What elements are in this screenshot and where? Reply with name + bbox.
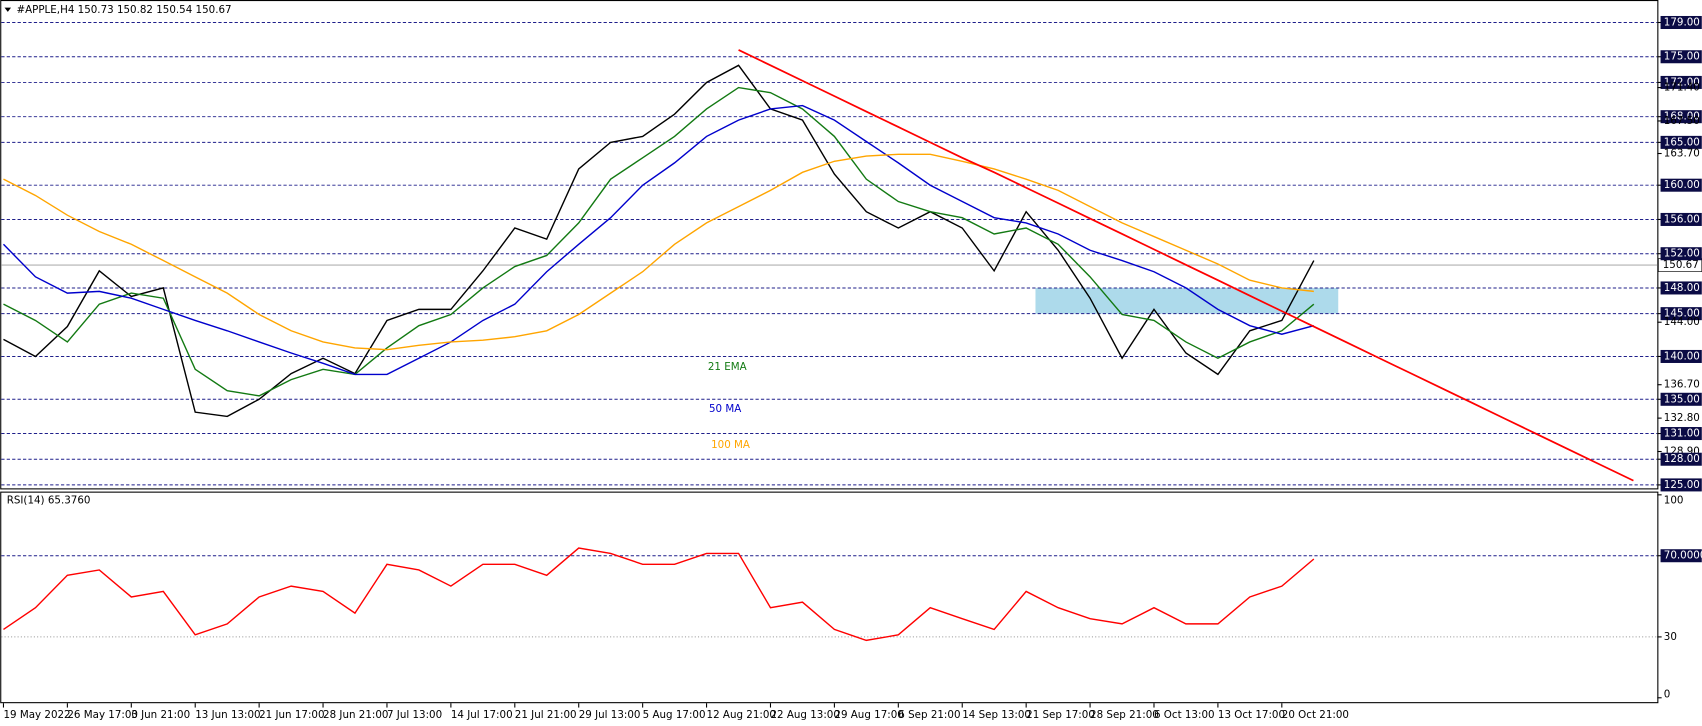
chart-title: #APPLE,H4 150.73 150.82 150.54 150.67 [16, 4, 231, 16]
y-tick-label: 156.00 [1664, 213, 1700, 225]
y-tick-box [1660, 75, 1702, 89]
x-tick-label: 29 Jul 13:00 [579, 709, 641, 721]
y-tick-box [1660, 281, 1702, 295]
x-tick-label: 7 Jul 13:00 [387, 709, 442, 721]
x-tick-label: 28 Jun 21:00 [323, 709, 388, 721]
x-tick-label: 21 Jun 17:00 [259, 709, 324, 721]
y-tick-label: 165.00 [1664, 136, 1700, 148]
y-tick-label: 131.00 [1664, 428, 1700, 440]
x-tick-label: 3 Jun 21:00 [131, 709, 190, 721]
x-tick-label: 28 Sep 21:00 [1090, 709, 1159, 721]
series-label: 50 MA [709, 403, 741, 415]
y-tick-label: 152.00 [1664, 248, 1700, 260]
y-tick-box [1660, 135, 1702, 149]
menu-arrow [4, 7, 12, 12]
x-tick-label: 14 Jul 17:00 [451, 709, 513, 721]
y-tick-label: 136.70 [1664, 379, 1700, 391]
rsi-title: RSI(14) 65.3760 [7, 494, 91, 506]
y-tick-label: 148.00 [1664, 282, 1700, 294]
series-line [738, 49, 1634, 482]
series-line [3, 86, 1315, 397]
y-tick-label: 171.40 [1664, 82, 1700, 94]
x-tick-label: 6 Oct 13:00 [1154, 709, 1215, 721]
current-price-label: 150.67 [1663, 259, 1699, 271]
y-tick-box [1660, 178, 1702, 192]
y-tick-box [1660, 452, 1702, 466]
y-tick-label: 175.00 [1664, 51, 1700, 63]
y-tick-box [1660, 549, 1702, 563]
y-tick-label: 135.00 [1664, 393, 1700, 405]
y-tick-label: 100 [1664, 494, 1684, 506]
x-tick-label: 19 May 2022 [3, 709, 70, 721]
x-tick-label: 6 Sep 21:00 [898, 709, 960, 721]
y-tick-box [1660, 349, 1702, 363]
y-tick-label: 160.00 [1664, 179, 1700, 191]
y-tick-label: 0 [1664, 689, 1671, 701]
x-tick-label: 14 Sep 13:00 [962, 709, 1031, 721]
y-tick-label: 128.00 [1664, 453, 1700, 465]
series-line [3, 64, 1315, 418]
y-tick-box [1660, 427, 1702, 441]
x-tick-label: 20 Oct 21:00 [1282, 709, 1349, 721]
rsi-panel-frame [0, 491, 1659, 704]
y-tick-label: 179.00 [1664, 16, 1700, 28]
y-tick-box [1660, 307, 1702, 321]
y-tick-label: 163.70 [1664, 148, 1700, 160]
x-tick-label: 29 Aug 17:00 [834, 709, 903, 721]
series-line [3, 547, 1315, 642]
x-tick-label: 13 Jun 13:00 [195, 709, 260, 721]
series-line [2, 104, 1315, 376]
y-tick-box [1660, 478, 1702, 492]
y-tick-label: 172.00 [1664, 76, 1700, 88]
y-tick-box [1660, 50, 1702, 64]
y-tick-label: 167.50 [1664, 115, 1700, 127]
price-panel-frame [0, 0, 1659, 490]
y-tick-label: 125.00 [1664, 479, 1700, 491]
series-line [3, 153, 1314, 351]
y-tick-label: 168.00 [1664, 111, 1700, 123]
x-tick-label: 21 Sep 17:00 [1026, 709, 1095, 721]
x-tick-label: 12 Aug 21:00 [707, 709, 776, 721]
x-tick-label: 13 Oct 17:00 [1218, 709, 1285, 721]
series-label: 100 MA [711, 439, 750, 451]
x-tick-label: 21 Jul 21:00 [515, 709, 577, 721]
y-tick-box [1660, 212, 1702, 226]
x-tick-label: 22 Aug 13:00 [770, 709, 839, 721]
x-tick-label: 26 May 17:00 [67, 709, 138, 721]
y-tick-label: 145.00 [1664, 308, 1700, 320]
x-tick-label: 5 Aug 17:00 [643, 709, 706, 721]
y-tick-box [1660, 392, 1702, 406]
y-tick-label: 140.00 [1664, 350, 1700, 362]
y-tick-box [1660, 247, 1702, 261]
y-tick-label: 70.0000 [1664, 550, 1702, 562]
y-tick-label: 30 [1664, 631, 1677, 643]
y-tick-label: 132.80 [1664, 412, 1700, 424]
series-label: 21 EMA [708, 361, 747, 373]
y-tick-label: 144.00 [1664, 316, 1700, 328]
y-tick-box [1660, 15, 1702, 30]
y-tick-box [1660, 110, 1702, 124]
